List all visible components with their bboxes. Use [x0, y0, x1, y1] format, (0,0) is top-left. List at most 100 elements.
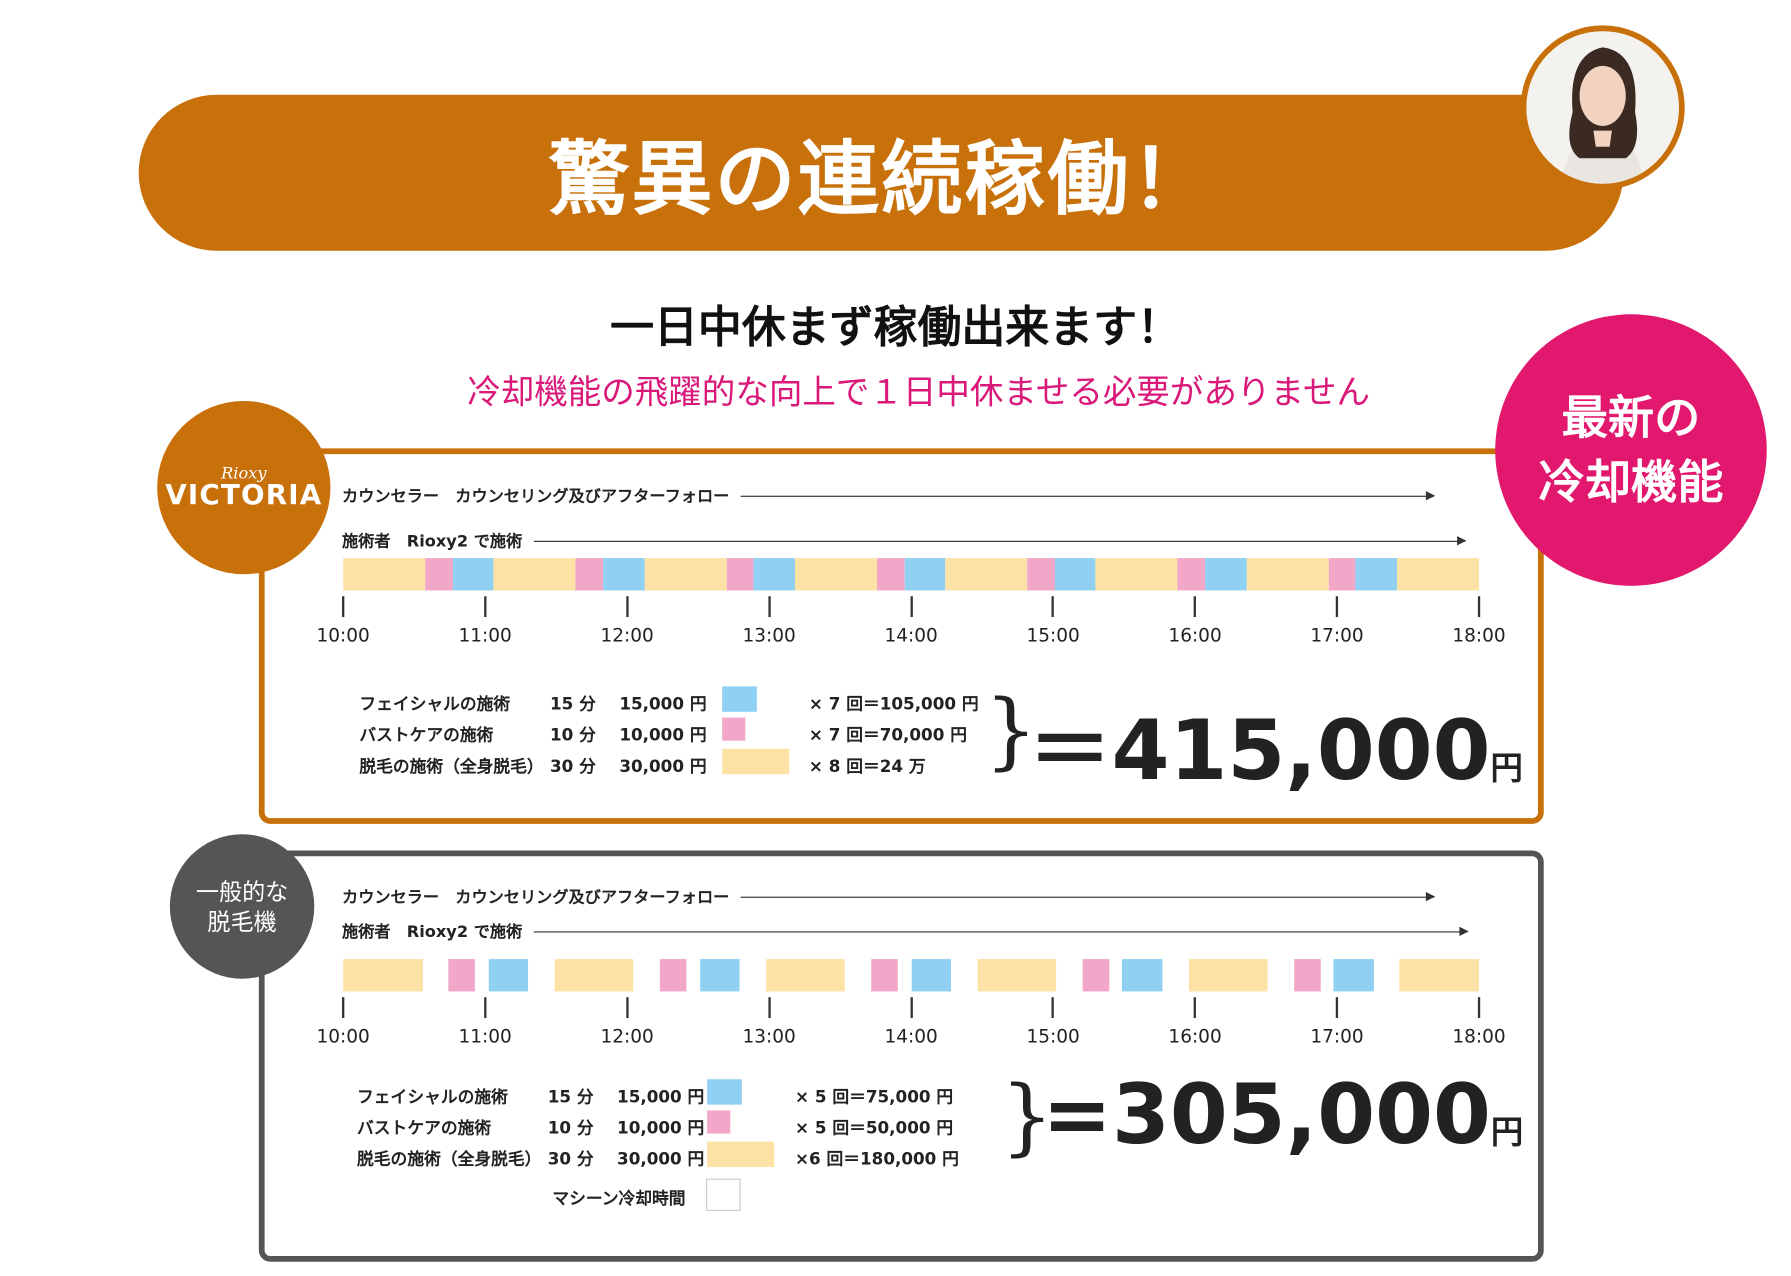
hair-segment [343, 558, 426, 591]
cooling-swatch [706, 1178, 741, 1211]
victoria-total: ＝415,000円 [1028, 682, 1523, 803]
tick-label: 12:00 [600, 1024, 654, 1047]
tick-label: 15:00 [1026, 1024, 1080, 1047]
tick-label: 11:00 [458, 623, 512, 646]
general-total: =305,000円 [1042, 1065, 1523, 1162]
calculation: ×6 回＝180,000 円 [794, 1150, 959, 1170]
treatment-name: フェイシャルの施術 [357, 1088, 508, 1107]
duration: 15 分 [550, 695, 596, 715]
tick-mark [1051, 997, 1055, 1018]
bust-segment [660, 959, 687, 992]
treatment-name: バストケアの施術 [359, 726, 494, 746]
cooling-feature-badge: 最新の 冷却機能 [1495, 314, 1767, 586]
counselor-lane: カウンセラー カウンセリング及びアフターフォロー [342, 484, 1436, 507]
badge-line: 一般的な [195, 877, 289, 906]
price: 15,000 円 [617, 1088, 705, 1107]
victoria-schedule-panel [258, 448, 1544, 824]
tick-label: 14:00 [884, 623, 938, 646]
tick-mark [342, 997, 345, 1018]
bust-swatch [707, 1110, 731, 1134]
hair-segment [1399, 959, 1480, 992]
facial-segment [753, 558, 795, 591]
tick-mark [1193, 997, 1197, 1018]
arrow-icon [740, 490, 1436, 500]
total-unit: 円 [1490, 748, 1523, 787]
tick-label: 13:00 [742, 623, 796, 646]
price: 30,000 円 [617, 1150, 705, 1170]
bust-segment [1082, 959, 1110, 992]
lane-label: 施術者 Rioxy2 で施術 [342, 532, 523, 552]
calculation: × 5 回＝50,000 円 [794, 1119, 954, 1139]
tick-mark [1335, 596, 1339, 618]
arrow-icon [533, 535, 1467, 545]
cool-segment [739, 959, 765, 991]
hair-swatch [722, 748, 790, 775]
tick-mark [1335, 997, 1339, 1018]
cool-segment [845, 959, 871, 991]
bust-segment [425, 558, 453, 591]
cool-segment [1268, 959, 1294, 991]
duration: 10 分 [547, 1119, 594, 1139]
bust-segment [448, 959, 476, 992]
lane-label: カウンセラー カウンセリング及びアフターフォロー [342, 888, 730, 908]
cool-segment [898, 959, 911, 991]
facial-segment [1355, 558, 1397, 591]
hair-segment [794, 558, 877, 591]
cool-segment [528, 959, 554, 991]
bust-segment [1177, 558, 1206, 591]
facial-segment [488, 959, 529, 992]
hair-segment [977, 959, 1057, 992]
cool-segment [1321, 959, 1334, 991]
general-schedule-panel [258, 850, 1544, 1262]
tick-mark [1051, 596, 1055, 618]
logo-large: VICTORIA [165, 478, 323, 511]
facial-segment [1205, 558, 1247, 591]
bust-swatch [722, 717, 746, 741]
tagline: 冷却機能の飛躍的な向上で１日中休ませる必要がありません [467, 372, 1370, 412]
facial-swatch [707, 1079, 742, 1105]
tick-label: 15:00 [1026, 623, 1080, 646]
tick-label: 11:00 [458, 1024, 512, 1047]
brace-icon: } [984, 681, 1038, 779]
treatment-name: 脱毛の施術（全身脱毛） [359, 758, 544, 777]
hair-segment [343, 959, 423, 992]
bust-segment [876, 558, 905, 591]
cool-segment [1056, 959, 1082, 991]
badge-line: 冷却機能 [1538, 454, 1724, 509]
tick-mark [767, 596, 771, 618]
woman-portrait-icon [1526, 31, 1679, 184]
victoria-logo-badge: Rioxy VICTORIA [157, 400, 331, 575]
badge-line: 最新の [1561, 389, 1701, 445]
hair-segment [1188, 959, 1268, 992]
general-machine-badge: 一般的な 脱毛機 [169, 834, 315, 979]
hair-swatch [707, 1141, 775, 1168]
operator-lane: 施術者 Rioxy2 で施術 [342, 529, 1467, 552]
lane-label: 施術者 Rioxy2 で施術 [342, 923, 523, 942]
total-value: =305,000 [1042, 1065, 1491, 1163]
counselor-lane: カウンセラー カウンセリング及びアフターフォロー [342, 885, 1436, 908]
cooling-legend-label: マシーン冷却時間 [552, 1190, 686, 1209]
tick-label: 10:00 [316, 1024, 370, 1047]
tick-mark [1477, 596, 1481, 618]
bust-segment [726, 558, 754, 591]
facial-segment [699, 959, 740, 992]
facial-segment [452, 558, 494, 591]
subtitle: 一日中休まず稼働出来ます！ [610, 300, 1181, 353]
hair-segment [493, 558, 576, 591]
hair-segment [765, 959, 846, 992]
facial-segment [1333, 959, 1374, 992]
arrow-icon [533, 926, 1469, 936]
tick-label: 16:00 [1168, 623, 1222, 646]
price: 30,000 円 [619, 758, 707, 777]
tick-mark [625, 596, 629, 618]
total-unit: 円 [1490, 1112, 1524, 1151]
time-axis: 10:00 11:00 12:00 13:00 14:00 15:00 16:00 17:00… [317, 997, 1506, 1055]
cool-segment [687, 959, 700, 991]
calculation: × 8 回＝24 万 [808, 758, 926, 777]
duration: 10 分 [550, 726, 596, 746]
tick-label: 12:00 [600, 623, 654, 646]
hair-segment [1095, 558, 1178, 591]
duration: 15 分 [547, 1088, 594, 1107]
tick-label: 16:00 [1168, 1024, 1222, 1047]
bust-segment [1027, 558, 1055, 591]
